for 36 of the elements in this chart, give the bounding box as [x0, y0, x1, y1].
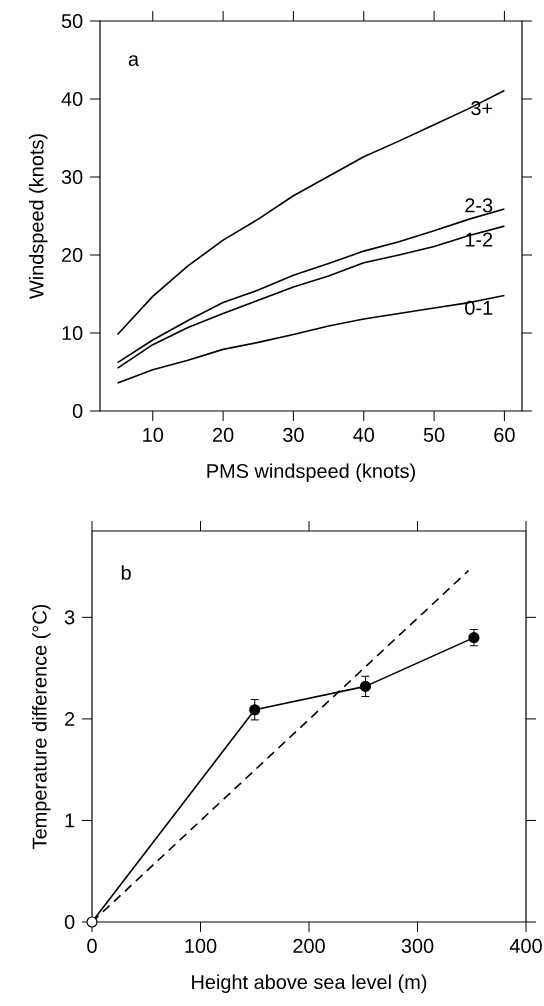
x-tick-label: 60 — [494, 427, 515, 442]
y-tick-label: 20 — [62, 247, 83, 263]
x-tick-label: 0 — [87, 938, 97, 953]
x-tick-label: 30 — [283, 427, 304, 442]
annotation: b — [121, 565, 131, 580]
line-series — [116, 89, 506, 336]
series-label: 1-2 — [465, 232, 493, 247]
x-tick-label: 40 — [353, 427, 375, 442]
x-tick-label: 400 — [509, 938, 542, 953]
y-tick-label: 0 — [64, 914, 75, 930]
y-tick-label: 10 — [62, 325, 83, 341]
x-tick-label: 20 — [213, 427, 234, 442]
legend-label: 3+ — [471, 101, 493, 116]
y-tick-label: 2 — [65, 711, 75, 726]
y-tick-label: 50 — [61, 13, 83, 29]
y-tick-label: 30 — [61, 169, 83, 185]
y-tick-label: 0 — [72, 403, 83, 419]
point — [359, 680, 372, 692]
y-tick-label: 3 — [64, 610, 75, 625]
y-tick-label: 1 — [65, 813, 75, 828]
x-tick-label: 100 — [185, 938, 217, 953]
x-tick-label: 300 — [401, 938, 434, 953]
y-axis-title: Temperature difference (°C) — [32, 604, 51, 849]
series-label: 0-1 — [465, 300, 493, 315]
line-series — [116, 294, 506, 384]
x-axis-title: PMS windspeed (knots) — [207, 463, 415, 483]
x-axis-title: Height above sea level (m) — [192, 974, 427, 994]
y-tick-label: 40 — [61, 91, 83, 107]
y-axis-title: Windspeed (knots) — [28, 134, 48, 299]
point — [86, 916, 98, 928]
x-tick-label: 10 — [143, 427, 164, 442]
point — [249, 704, 261, 716]
x-tick-label: 50 — [423, 427, 445, 442]
annotation: a — [128, 55, 140, 67]
series-label: 2-3 — [465, 198, 493, 213]
x-tick-label: 200 — [293, 938, 325, 953]
